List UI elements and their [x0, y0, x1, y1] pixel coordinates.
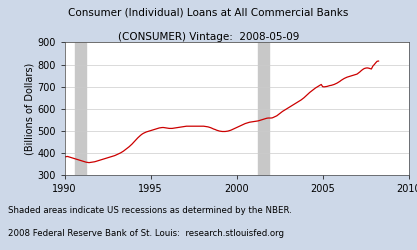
Bar — [258, 42, 269, 175]
Y-axis label: (Billions of Dollars): (Billions of Dollars) — [24, 62, 34, 155]
Bar — [75, 42, 86, 175]
Text: Consumer (Individual) Loans at All Commercial Banks: Consumer (Individual) Loans at All Comme… — [68, 8, 349, 18]
Text: Shaded areas indicate US recessions as determined by the NBER.: Shaded areas indicate US recessions as d… — [8, 206, 292, 215]
Text: (CONSUMER) Vintage:  2008-05-09: (CONSUMER) Vintage: 2008-05-09 — [118, 32, 299, 42]
Text: 2008 Federal Reserve Bank of St. Louis:  research.stlouisfed.org: 2008 Federal Reserve Bank of St. Louis: … — [8, 229, 284, 238]
